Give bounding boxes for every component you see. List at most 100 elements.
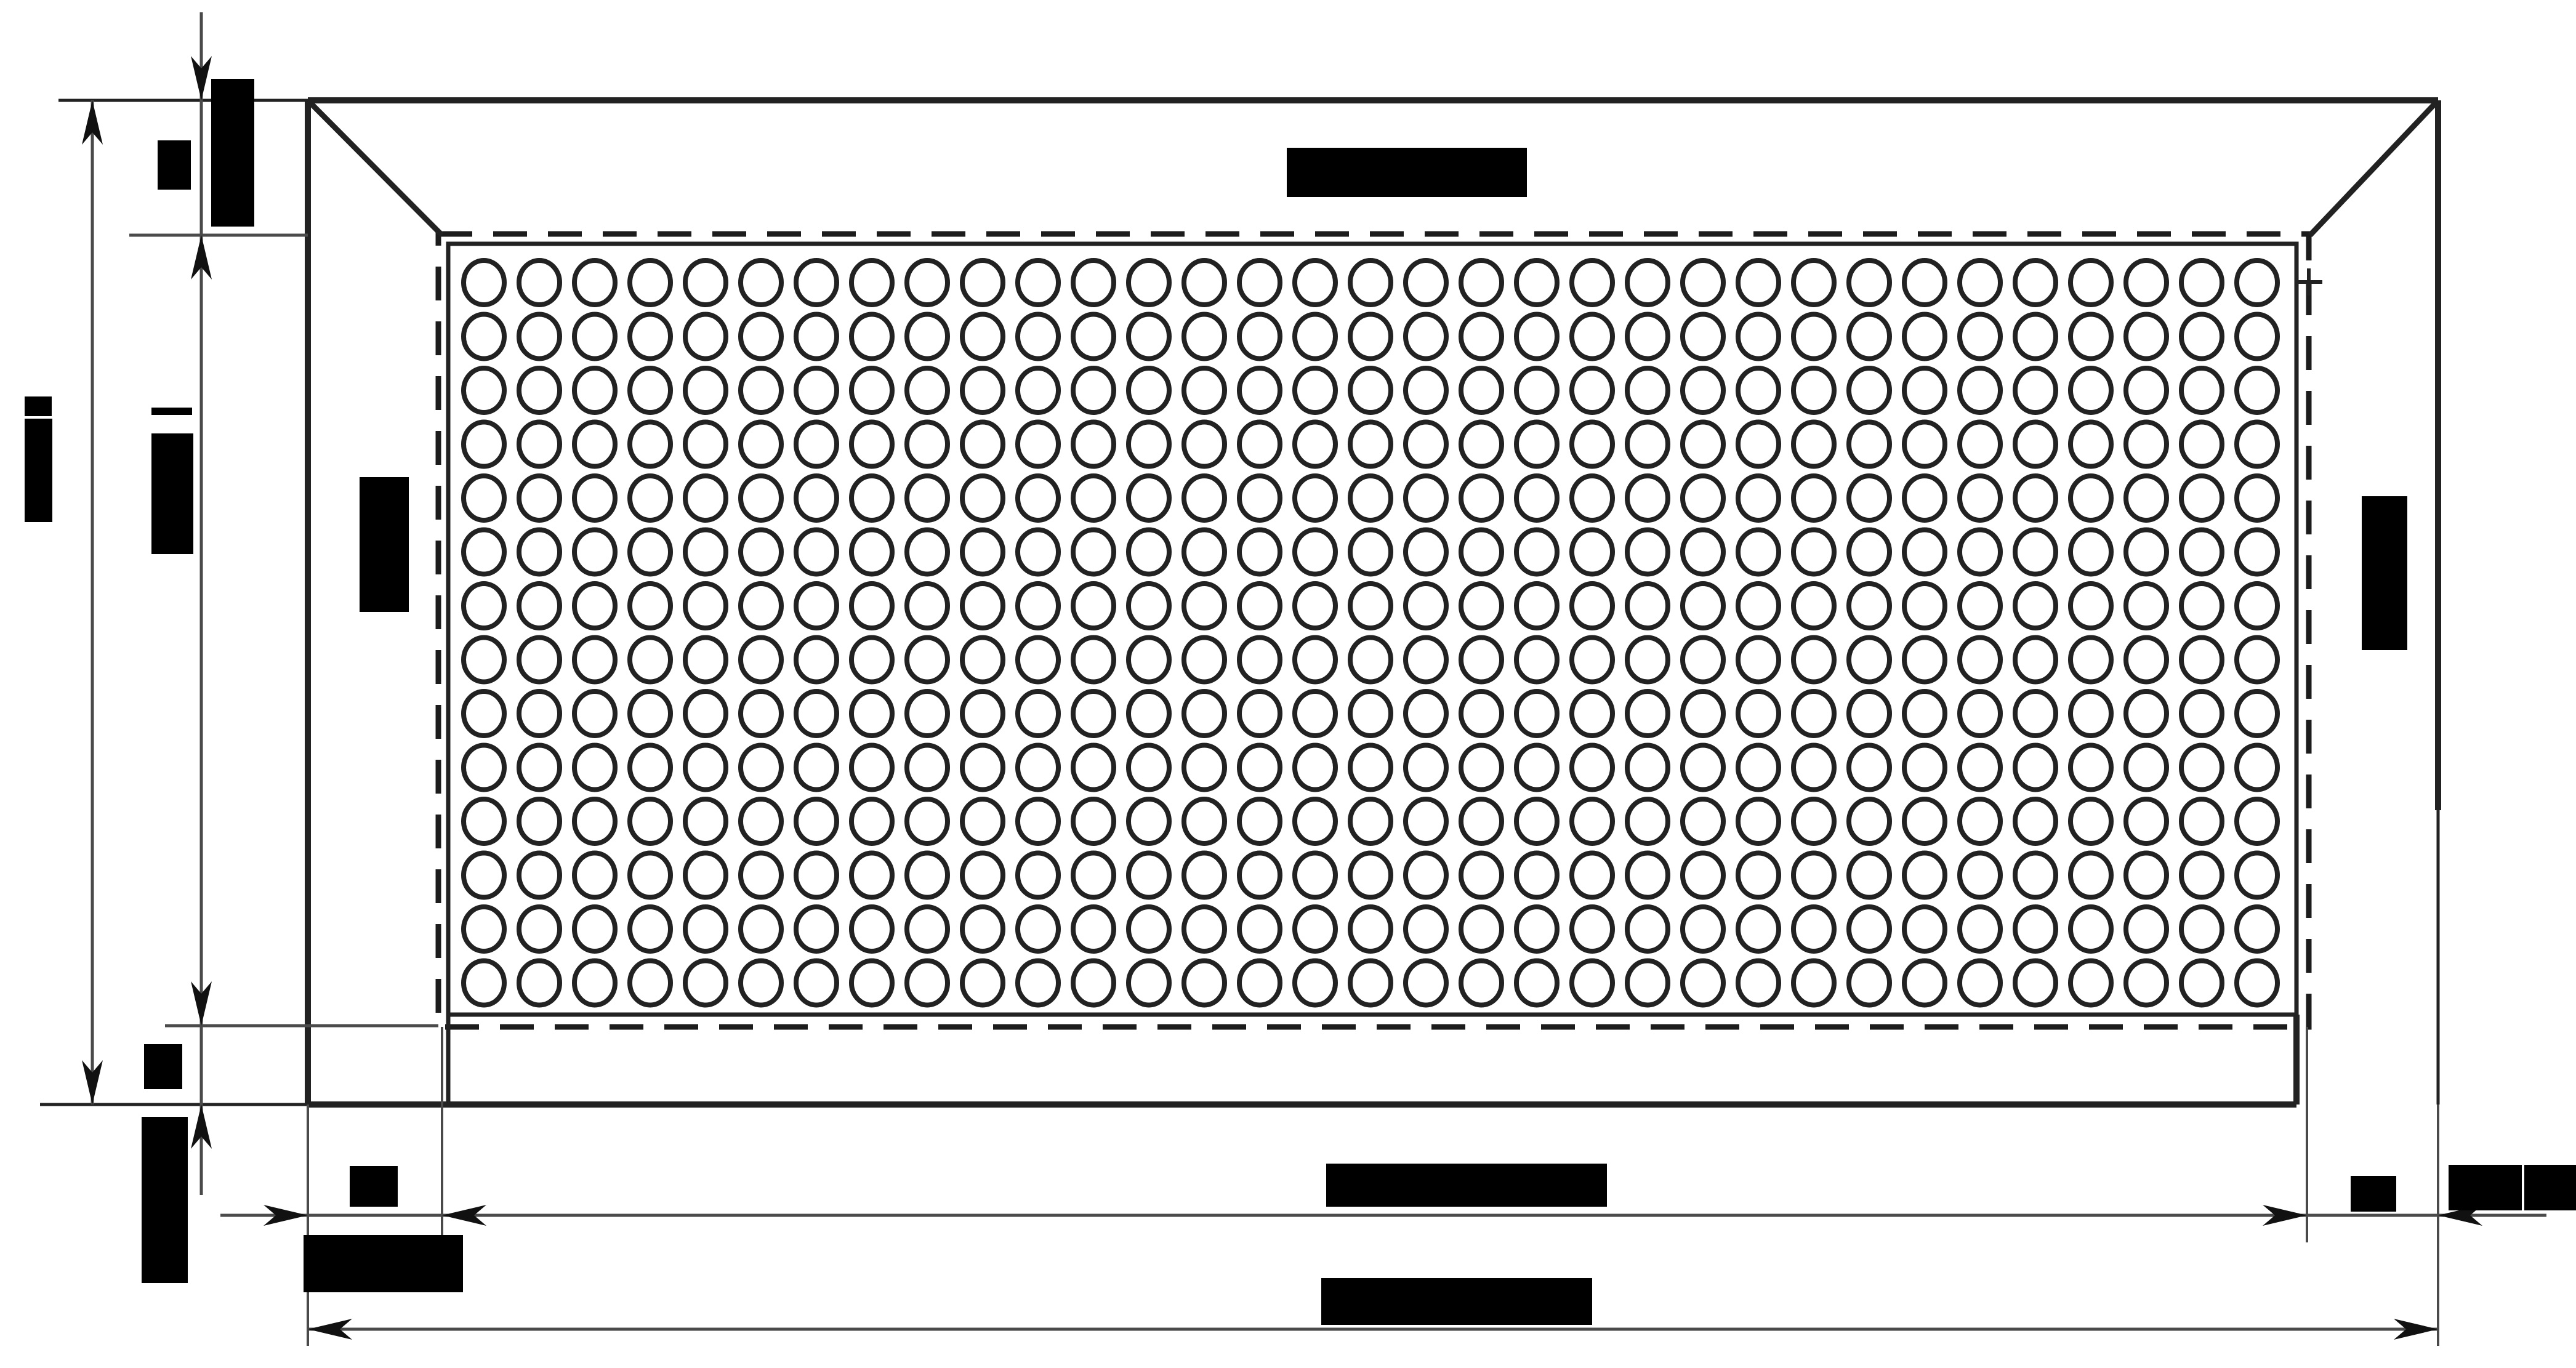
perforation-hole bbox=[1126, 958, 1172, 1008]
perforation-hole bbox=[1126, 850, 1172, 900]
perforation-hole bbox=[1348, 312, 1393, 361]
perforation-hole bbox=[2013, 473, 2058, 523]
perforation-hole bbox=[1237, 635, 1282, 685]
perforation-hole bbox=[1846, 581, 1892, 630]
perforation-hole bbox=[1569, 581, 1615, 630]
perforation-hole bbox=[2013, 527, 2058, 577]
perforation-hole bbox=[1015, 312, 1061, 361]
chamfer-top-right bbox=[2308, 98, 2441, 238]
perforation-hole bbox=[683, 527, 728, 577]
perforation-hole bbox=[1403, 473, 1449, 523]
perforation-hole bbox=[960, 473, 1005, 523]
perforation-hole bbox=[794, 742, 839, 792]
redacted-top-margin-value-left bbox=[158, 140, 191, 190]
perforation-hole bbox=[2179, 312, 2224, 361]
perforation-hole bbox=[1292, 904, 1338, 954]
perforation-hole bbox=[461, 850, 507, 900]
perforation-hole bbox=[1348, 419, 1393, 469]
perforation-hole bbox=[1957, 581, 2003, 630]
perforation-hole bbox=[1292, 366, 1338, 415]
perforation-hole bbox=[461, 581, 507, 630]
perforation-hole bbox=[572, 797, 618, 846]
perforation-hole bbox=[1736, 958, 1781, 1008]
perforation-hole bbox=[461, 904, 507, 954]
perforation-hole bbox=[572, 742, 618, 792]
perforation-hole bbox=[1902, 258, 1947, 307]
perforation-hole bbox=[1569, 958, 1615, 1008]
perforation-hole bbox=[1514, 527, 1560, 577]
perforation-hole bbox=[517, 742, 562, 792]
perforation-hole bbox=[1181, 366, 1227, 415]
perforation-hole bbox=[904, 958, 950, 1008]
perforation-hole bbox=[627, 850, 673, 900]
redacted-bottom-right-value-2 bbox=[2524, 1165, 2576, 1210]
perforation-hole bbox=[1680, 635, 1726, 685]
perforation-hole bbox=[1957, 258, 2003, 307]
perforation-hole bbox=[1181, 581, 1227, 630]
perforation-hole bbox=[1846, 850, 1892, 900]
perforation-hole bbox=[2179, 473, 2224, 523]
perforation-hole bbox=[960, 850, 1005, 900]
perforation-hole bbox=[572, 635, 618, 685]
redacted-perf-width-value bbox=[1326, 1164, 1607, 1207]
perforation-hole bbox=[1569, 742, 1615, 792]
perforation-hole bbox=[738, 527, 784, 577]
panel-outline-group bbox=[40, 97, 2441, 1108]
perforation-hole bbox=[2234, 689, 2280, 738]
perforation-hole bbox=[738, 312, 784, 361]
perforation-hole bbox=[461, 312, 507, 361]
perforation-hole bbox=[517, 473, 562, 523]
perforation-hole bbox=[1680, 742, 1726, 792]
perforation-hole bbox=[1791, 958, 1837, 1008]
perforation-hole bbox=[738, 958, 784, 1008]
perforation-hole bbox=[2179, 527, 2224, 577]
perforation-hole bbox=[1791, 258, 1837, 307]
perforation-hole bbox=[1403, 850, 1449, 900]
perforation-hole bbox=[2234, 419, 2280, 469]
arrow-right-margin-inner bbox=[2263, 1205, 2307, 1226]
perforation-hole bbox=[1015, 366, 1061, 415]
redacted-bottom-left-value bbox=[142, 1117, 188, 1283]
perforation-hole bbox=[1957, 473, 2003, 523]
perforation-hole bbox=[794, 904, 839, 954]
perforation-hole bbox=[627, 689, 673, 738]
perforation-hole bbox=[1348, 527, 1393, 577]
perforation-hole bbox=[1957, 958, 2003, 1008]
perforation-hole bbox=[1736, 904, 1781, 954]
perforation-hole bbox=[1625, 850, 1670, 900]
redacted-left-margin-value-lower bbox=[304, 1235, 463, 1292]
perforation-hole bbox=[1846, 742, 1892, 792]
perforation-hole bbox=[683, 742, 728, 792]
perforation-hole bbox=[1237, 258, 1282, 307]
perforation-hole bbox=[1846, 635, 1892, 685]
perforation-hole bbox=[1957, 689, 2003, 738]
perforation-hole bbox=[1181, 689, 1227, 738]
perforation-hole bbox=[794, 258, 839, 307]
perforation-hole bbox=[517, 366, 562, 415]
perforation-hole bbox=[1957, 797, 2003, 846]
perforation-hole bbox=[1902, 797, 1947, 846]
perforation-hole bbox=[1569, 689, 1615, 738]
perforation-hole bbox=[1459, 958, 1504, 1008]
perforation-hole bbox=[2234, 797, 2280, 846]
drawing-sheet bbox=[25, 10, 2576, 1358]
perforated-zone-outline bbox=[446, 241, 2299, 1017]
perforation-hole bbox=[1348, 366, 1393, 415]
perforation-hole bbox=[738, 258, 784, 307]
perforation-hole bbox=[1459, 850, 1504, 900]
perforation-hole bbox=[2013, 742, 2058, 792]
perforation-hole bbox=[1680, 797, 1726, 846]
perforation-hole bbox=[1015, 742, 1061, 792]
perforation-hole bbox=[1514, 635, 1560, 685]
perforation-hole bbox=[1736, 797, 1781, 846]
perforation-hole bbox=[1071, 473, 1116, 523]
arrow-top-margin-outer bbox=[191, 56, 212, 100]
perforation-hole bbox=[2123, 258, 2169, 307]
perforation-hole bbox=[1569, 258, 1615, 307]
perforation-hole bbox=[2068, 689, 2114, 738]
perforation-hole bbox=[627, 258, 673, 307]
perforation-hole bbox=[1071, 958, 1116, 1008]
sheet-background bbox=[25, 10, 2576, 1358]
perforation-hole bbox=[1403, 742, 1449, 792]
perforation-hole bbox=[1625, 527, 1670, 577]
